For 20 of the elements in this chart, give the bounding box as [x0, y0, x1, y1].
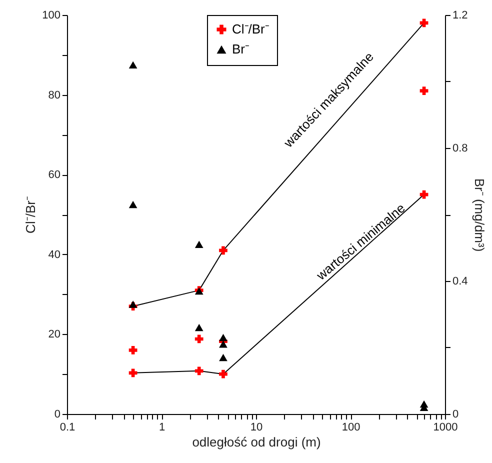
- legend-label: Cl⁻/Br⁻: [232, 22, 269, 36]
- x-axis-title: odległość od drogi (m): [192, 434, 321, 450]
- y2-tick-label: 0: [452, 408, 459, 420]
- legend-label: Br⁻: [232, 42, 249, 56]
- y2-tick-label: 0.8: [452, 142, 468, 154]
- x-tick-label: 100: [342, 422, 360, 434]
- y-tick-label: 80: [48, 89, 60, 102]
- x-tick-label: 1000: [433, 422, 458, 434]
- y2-tick-label: 1.2: [452, 10, 468, 22]
- y2-axis-title: Br⁻ (mg/dm³): [472, 178, 487, 252]
- y2-tick-label: 0.4: [452, 276, 468, 288]
- y-tick-label: 0: [54, 408, 60, 420]
- x-tick-label: 10: [250, 422, 263, 434]
- y-tick-label: 20: [48, 328, 60, 341]
- y-tick-label: 100: [42, 10, 60, 22]
- x-tick-label: 1: [158, 422, 166, 434]
- x-tick-label: 0.1: [60, 422, 76, 434]
- y-tick-label: 60: [48, 169, 60, 182]
- y-axis-title: Cl⁻/Br⁻: [23, 196, 38, 234]
- y-tick-label: 40: [48, 248, 60, 261]
